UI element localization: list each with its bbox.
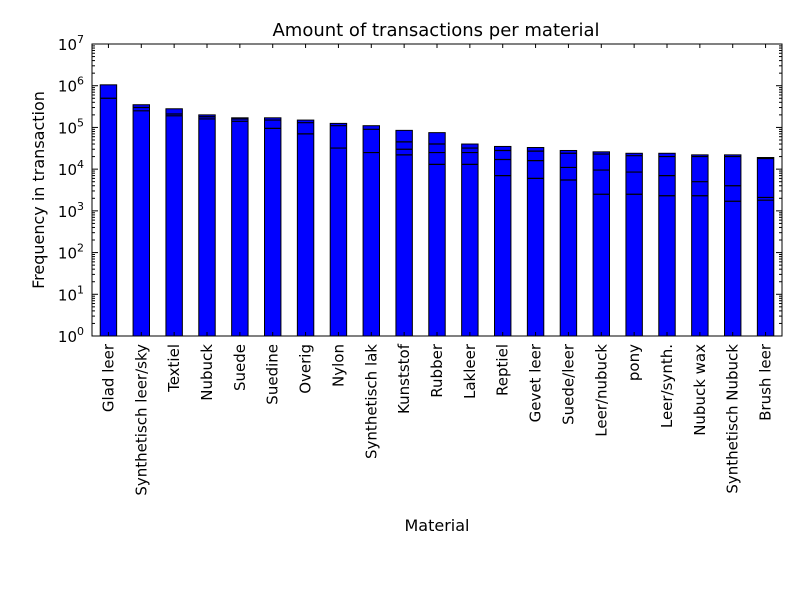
bar-14	[559, 149, 578, 337]
x-tick-label: Brush leer	[757, 343, 775, 421]
bar-3	[198, 114, 216, 337]
x-tick-label: Leer/synth.	[658, 344, 676, 428]
x-tick-label: Lakleer	[461, 343, 479, 399]
plot-frame	[91, 43, 783, 337]
x-tick-label: Nubuck	[198, 344, 216, 401]
x-tick-label: Nubuck wax	[691, 344, 709, 436]
y-tick-label: 100	[58, 325, 84, 346]
bar-2	[165, 108, 183, 337]
x-tick-label: Textiel	[165, 344, 183, 393]
x-tick-label: pony	[625, 344, 643, 381]
x-tick-label: Synthetisch lak	[362, 344, 380, 459]
chart-title: Amount of transactions per material	[272, 20, 599, 41]
bar-5	[264, 117, 282, 337]
x-tick-label: Synthetisch Nubuck	[724, 344, 742, 494]
bar-1	[132, 104, 150, 337]
x-tick-label: Suede/leer	[559, 343, 577, 425]
y-tick-label: 104	[58, 158, 84, 179]
x-ticks-group: Glad leer Synthetisch leer/sky Textiel Nubu…	[99, 44, 775, 496]
bar-4	[231, 117, 249, 337]
bar-10	[428, 132, 446, 337]
bar-16	[625, 152, 643, 337]
x-tick-label: Rubber	[428, 343, 446, 398]
y-tick-label: 106	[58, 75, 84, 96]
x-tick-label: Kunststof	[395, 343, 413, 414]
bar-11	[461, 143, 479, 337]
x-tick-label: Suedine	[264, 344, 282, 405]
x-tick-label: Synthetisch leer/sky	[132, 344, 150, 496]
bar-19	[724, 154, 742, 337]
bar-13	[526, 147, 545, 337]
y-axis-label: Frequency in transaction	[29, 91, 48, 289]
bar-15	[592, 151, 610, 337]
bar-12	[494, 145, 512, 337]
x-tick-label: Suede	[231, 344, 249, 391]
bar-0	[99, 84, 118, 337]
bar-6	[296, 119, 315, 337]
bar-17	[658, 152, 676, 337]
y-tick-label: 102	[58, 242, 84, 263]
x-tick-label: Reptiel	[494, 344, 512, 396]
x-tick-label: Glad leer	[99, 343, 117, 412]
x-tick-label: Nylon	[329, 344, 347, 387]
y-tick-label: 101	[58, 283, 84, 304]
x-tick-label: Overig	[297, 344, 315, 394]
bar-8	[362, 125, 381, 337]
x-tick-label: Leer/nubuck	[592, 344, 610, 437]
bar-9	[395, 129, 413, 337]
y-tick-label: 103	[58, 200, 84, 221]
bar-7	[329, 122, 348, 337]
y-tick-label: 105	[58, 116, 84, 137]
bar-20	[756, 157, 775, 337]
bars-group	[99, 84, 775, 337]
y-tick-label: 107	[58, 33, 84, 54]
x-axis-label: Material	[405, 516, 470, 535]
x-tick-label: Gevet leer	[527, 343, 545, 422]
